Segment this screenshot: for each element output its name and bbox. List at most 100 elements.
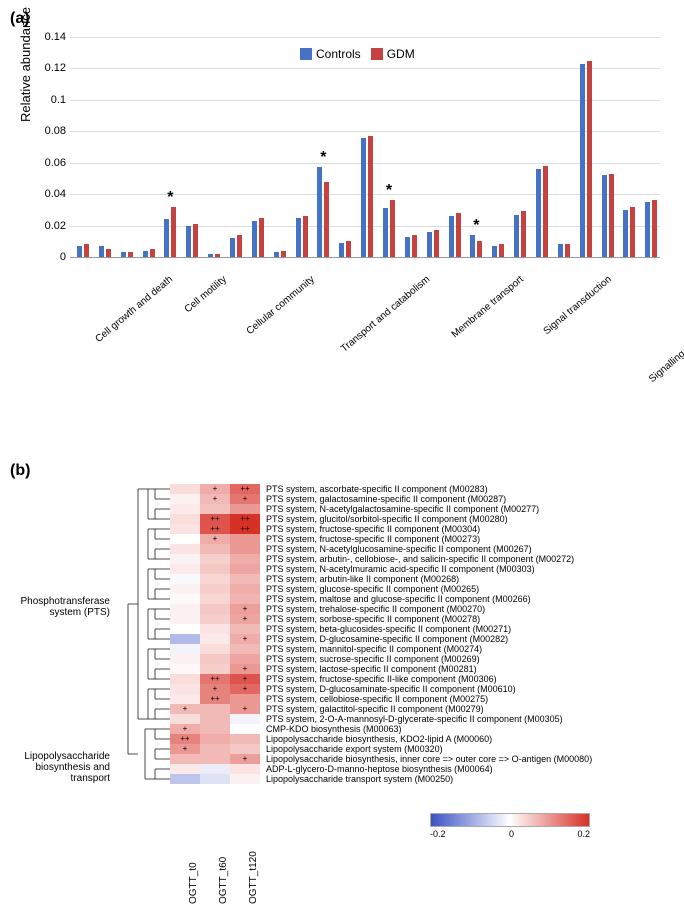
column-label: OGTT_t120 [248,874,259,904]
heatmap-cell [170,624,200,634]
row-label: PTS system, N-acetylgalactosamine-specif… [266,504,592,514]
row-label: CMP-KDO biosynthesis (M00063) [266,724,592,734]
heatmap-cell [170,694,200,704]
bar-controls [252,221,257,257]
bar-gdm [652,200,657,257]
heatmap-cell: ++ [230,484,260,494]
heatmap-cell [200,764,230,774]
heatmap-row [170,594,260,604]
heatmap-cell: + [230,634,260,644]
heatmap: Phosphotransferase system (PTS)Lipopolys… [10,484,674,784]
heatmap-cell [170,514,200,524]
bar-group [181,37,203,257]
bar-group [138,37,160,257]
heatmap-cell [200,744,230,754]
heatmap-cell: + [200,494,230,504]
bar-controls [645,202,650,257]
heatmap-row: + [170,754,260,764]
bar-group [203,37,225,257]
heatmap-cell [170,524,200,534]
bar-controls [492,246,497,257]
bar-gdm [324,182,329,257]
bar-group [94,37,116,257]
x-axis-label: Signalling molecules and interaction [647,272,684,385]
heatmap-cell [170,494,200,504]
heatmap-cell: + [230,704,260,714]
heatmap-cell: + [170,724,200,734]
row-label: PTS system, N-acetylglucosamine-specific… [266,544,592,554]
heatmap-row [170,554,260,564]
heatmap-cell: + [200,534,230,544]
heatmap-cell [170,504,200,514]
bar-gdm [237,235,242,257]
x-axis-label: Cellular community [245,272,320,337]
heatmap-cell [170,644,200,654]
heatmap-cell: + [230,664,260,674]
bar-gdm [303,216,308,257]
bar-controls [514,215,519,257]
heatmap-cell: + [170,704,200,714]
heatmap-row: + [170,664,260,674]
row-label: Lipopolysaccharide export system (M00320… [266,744,592,754]
bar-controls [143,251,148,257]
heatmap-cell [170,484,200,494]
heatmap-row [170,544,260,554]
row-label: PTS system, arbutin-, cellobiose-, and s… [266,554,592,564]
heatmap-cell [170,604,200,614]
heatmap-cell [200,554,230,564]
panel-b-label: (b) [10,462,674,480]
heatmap-row: ++ [170,704,260,714]
heatmap-cell [200,504,230,514]
bar-gdm [543,166,548,257]
heatmap-cell [230,554,260,564]
heatmap-cell [200,604,230,614]
bar-chart: Relative abundance 00.020.040.060.080.10… [10,32,674,452]
bar-controls [274,252,279,257]
heatmap-cell [200,584,230,594]
heatmap-cell [170,774,200,784]
bar-controls [449,216,454,257]
row-label: PTS system, arbutin-like II component (M… [266,574,592,584]
heatmap-row: + [170,634,260,644]
bar-gdm [412,235,417,257]
heatmap-cell [170,614,200,624]
row-label: PTS system, N-acetylmuramic acid-specifi… [266,564,592,574]
bar-gdm [171,207,176,257]
significance-star: * [465,217,487,235]
row-label: PTS system, 2-O-A-mannosyl-D-glycerate-s… [266,714,592,724]
bar-group [334,37,356,257]
heatmap-cell [170,554,200,564]
colorbar-tick: 0.2 [577,829,590,839]
row-label: PTS system, fructose-specific II-like co… [266,674,592,684]
heatmap-cell [230,574,260,584]
heatmap-cell [200,564,230,574]
y-tick: 0.04 [36,188,66,200]
bar-group [400,37,422,257]
bar-group [269,37,291,257]
bar-gdm [84,244,89,257]
bar-controls [339,243,344,257]
heatmap-cell [230,504,260,514]
bar-group [509,37,531,257]
bar-controls [186,226,191,257]
bar-controls [361,138,366,257]
bar-group: * [465,37,487,257]
heatmap-row: +++ [170,484,260,494]
heatmap-cell: ++ [200,524,230,534]
y-tick: 0.02 [36,220,66,232]
heatmap-cell [200,644,230,654]
bar-gdm [259,218,264,257]
bar-gdm [346,241,351,257]
bar-group [422,37,444,257]
bar-controls [230,238,235,257]
heatmap-cell [230,744,260,754]
row-label: PTS system, D-glucosaminate-specific II … [266,684,592,694]
x-axis-label: Transport and catabolism [339,272,435,355]
heatmap-cell [230,724,260,734]
x-axis-label: Signal transduction [542,272,617,337]
heatmap-cell: + [230,494,260,504]
heatmap-cell: + [230,674,260,684]
heatmap-cell [170,664,200,674]
row-label: PTS system, galactitol-specific II compo… [266,704,592,714]
column-label: OGTT_t60 [218,874,229,904]
